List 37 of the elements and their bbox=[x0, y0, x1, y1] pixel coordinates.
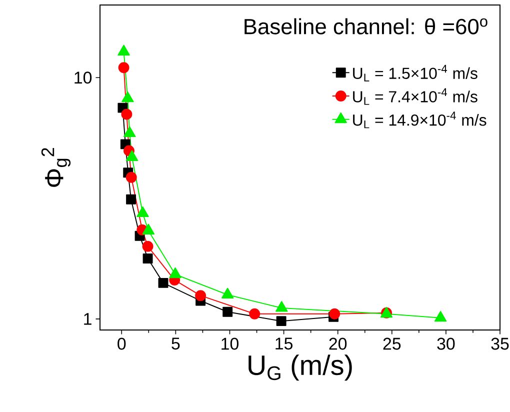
point bbox=[142, 254, 153, 264]
x-tick-label: 0 bbox=[118, 338, 126, 350]
point bbox=[169, 267, 182, 278]
x-tick-label: 30 bbox=[437, 338, 455, 350]
point bbox=[158, 278, 168, 288]
point bbox=[121, 108, 132, 120]
point bbox=[142, 224, 155, 234]
point bbox=[276, 301, 288, 312]
y-axis-title: Φ$_{g}$2 bbox=[41, 148, 71, 187]
point bbox=[195, 290, 206, 302]
y-tick-label: 1 bbox=[84, 313, 92, 325]
point bbox=[221, 288, 234, 298]
legend-label: U$_{L}$ = 7.4×10$^{-4}$ m/s bbox=[353, 88, 478, 105]
x-tick-label: 25 bbox=[383, 338, 401, 350]
legend-label: U$_{L}$ = 14.9×10$^{-4}$ m/s bbox=[353, 112, 486, 128]
point bbox=[126, 194, 136, 204]
x-tick-label: 10 bbox=[222, 338, 238, 350]
point bbox=[118, 44, 130, 56]
x-axis-title: U$_{G}$ (m/s) bbox=[248, 354, 352, 381]
x-tick-label: 5 bbox=[172, 338, 180, 350]
point bbox=[126, 150, 138, 161]
point bbox=[136, 206, 149, 218]
x-tick-label: 15 bbox=[276, 338, 292, 350]
point bbox=[126, 172, 137, 183]
point bbox=[124, 126, 136, 138]
point bbox=[434, 310, 447, 322]
point bbox=[142, 240, 154, 252]
point bbox=[276, 316, 286, 326]
x-tick-label: 35 bbox=[491, 338, 509, 350]
point bbox=[122, 91, 134, 102]
point bbox=[118, 62, 130, 74]
x-tick-label: 20 bbox=[329, 338, 347, 350]
legend-label: U$_{L}$ = 1.5×10$^{-4}$ m/s bbox=[353, 64, 478, 82]
point bbox=[249, 308, 260, 320]
chart-title: Baseline channel: θ =60$^{o}$ bbox=[244, 18, 488, 34]
point bbox=[329, 308, 340, 320]
point bbox=[222, 306, 233, 317]
